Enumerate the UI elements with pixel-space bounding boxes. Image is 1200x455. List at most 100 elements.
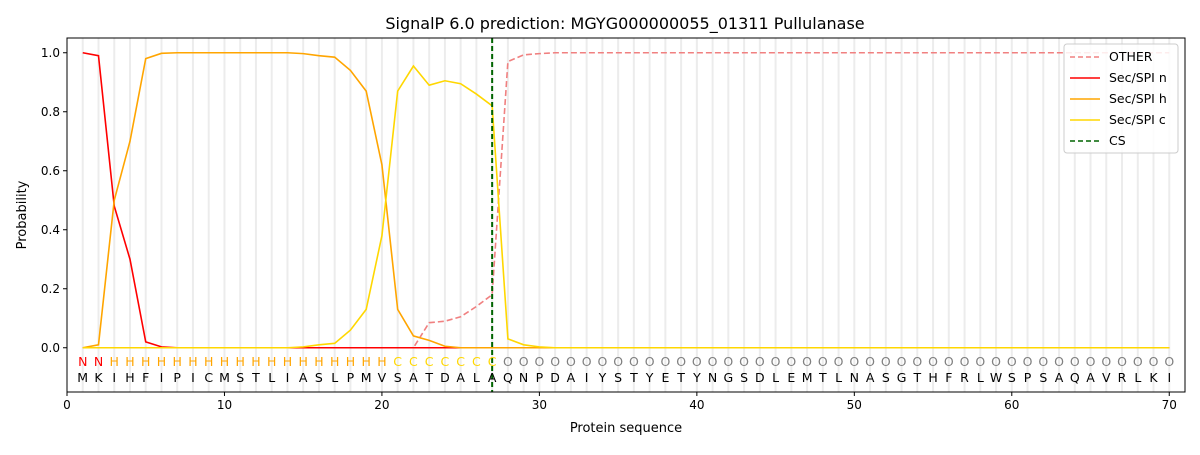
region-label: O [582,354,592,369]
x-tick-label: 0 [63,398,71,412]
axes-frame [66,37,1186,393]
region-label: O [1164,354,1174,369]
series-line-sec-spi-c [82,64,1170,349]
region-label: C [456,354,465,369]
region-label: H [314,354,323,369]
region-label: O [692,354,702,369]
region-label: O [1038,354,1048,369]
region-label: O [676,354,686,369]
region-label: O [1101,354,1111,369]
region-label: H [346,354,355,369]
region-label: C [425,354,434,369]
region-label: O [1023,354,1033,369]
region-label: O [755,354,765,369]
x-tick-label: 30 [532,398,547,412]
region-label: O [1149,354,1159,369]
region-label: O [771,354,781,369]
region-label: O [802,354,812,369]
region-label: O [723,354,733,369]
region-label: C [393,354,402,369]
region-label: H [251,354,260,369]
region-label: O [881,354,891,369]
region-label: O [786,354,796,369]
region-label: O [928,354,938,369]
region-label: O [645,354,655,369]
region-label: O [503,354,513,369]
region-label: O [834,354,844,369]
legend-label: OTHER [1109,49,1153,64]
region-label: H [330,354,339,369]
region-label: C [472,354,481,369]
region-label: H [361,354,370,369]
region-label: O [897,354,907,369]
legend: OTHER Sec/SPI n Sec/SPI h Sec/SPI c CS [1063,43,1179,154]
y-tick-label: 0.8 [41,105,60,119]
region-label: O [597,354,607,369]
legend-label: CS [1109,133,1126,148]
region-label: H [188,354,197,369]
region-label: H [267,354,276,369]
region-label: O [849,354,859,369]
region-label: O [912,354,922,369]
y-tick-label: 0.4 [41,223,60,237]
region-label: H [204,354,213,369]
region-label: H [157,354,166,369]
region-label: O [975,354,985,369]
region-label: O [1133,354,1143,369]
region-label: C [488,354,497,369]
region-label: O [960,354,970,369]
region-label: O [708,354,718,369]
region-label: H [125,354,134,369]
region-label: O [1054,354,1064,369]
x-tick-label: 50 [847,398,862,412]
region-label: O [519,354,529,369]
y-tick-label: 0.6 [41,164,60,178]
legend-label: Sec/SPI n [1109,70,1167,85]
x-tick-label: 10 [217,398,232,412]
y-axis-label: Probability [15,180,30,249]
x-tick-label: 70 [1162,398,1177,412]
region-label: H [236,354,245,369]
region-label: O [1070,354,1080,369]
region-label: O [865,354,875,369]
region-label: O [818,354,828,369]
region-label: H [110,354,119,369]
region-label: O [991,354,1001,369]
series-line-sec-spi-n [82,51,1170,349]
region-label: O [1117,354,1127,369]
x-tick-label: 60 [1004,398,1019,412]
y-tick-label: 0.0 [41,341,60,355]
region-label: C [409,354,418,369]
x-tick-label: 20 [374,398,389,412]
region-label: O [1007,354,1017,369]
series-line-other [82,51,1170,349]
legend-box [1063,43,1179,154]
x-axis-label: Protein sequence [570,421,682,436]
region-label: H [173,354,182,369]
residue-sequence: MKIHFIPICMSTLIASLPMVSATDALAQNPDAIYSTYETY… [77,370,1171,385]
chart-title: SignalP 6.0 prediction: MGYG000000055_01… [385,14,864,34]
series-line-sec-spi-h [82,51,1170,349]
y-tick-label: 1.0 [41,46,60,60]
region-label: H [283,354,292,369]
region-label: H [141,354,150,369]
region-label: N [78,354,87,369]
region-label: O [629,354,639,369]
legend-label: Sec/SPI c [1109,112,1166,127]
region-label: O [660,354,670,369]
region-label: N [94,354,103,369]
x-tick-label: 40 [689,398,704,412]
legend-label: Sec/SPI h [1109,91,1167,106]
region-label: O [613,354,623,369]
region-label: O [534,354,544,369]
region-label: C [441,354,450,369]
region-label: O [739,354,749,369]
region-label: O [1086,354,1096,369]
region-label: O [944,354,954,369]
region-label: H [220,354,229,369]
region-label: O [566,354,576,369]
region-label: H [298,354,307,369]
region-label: O [550,354,560,369]
